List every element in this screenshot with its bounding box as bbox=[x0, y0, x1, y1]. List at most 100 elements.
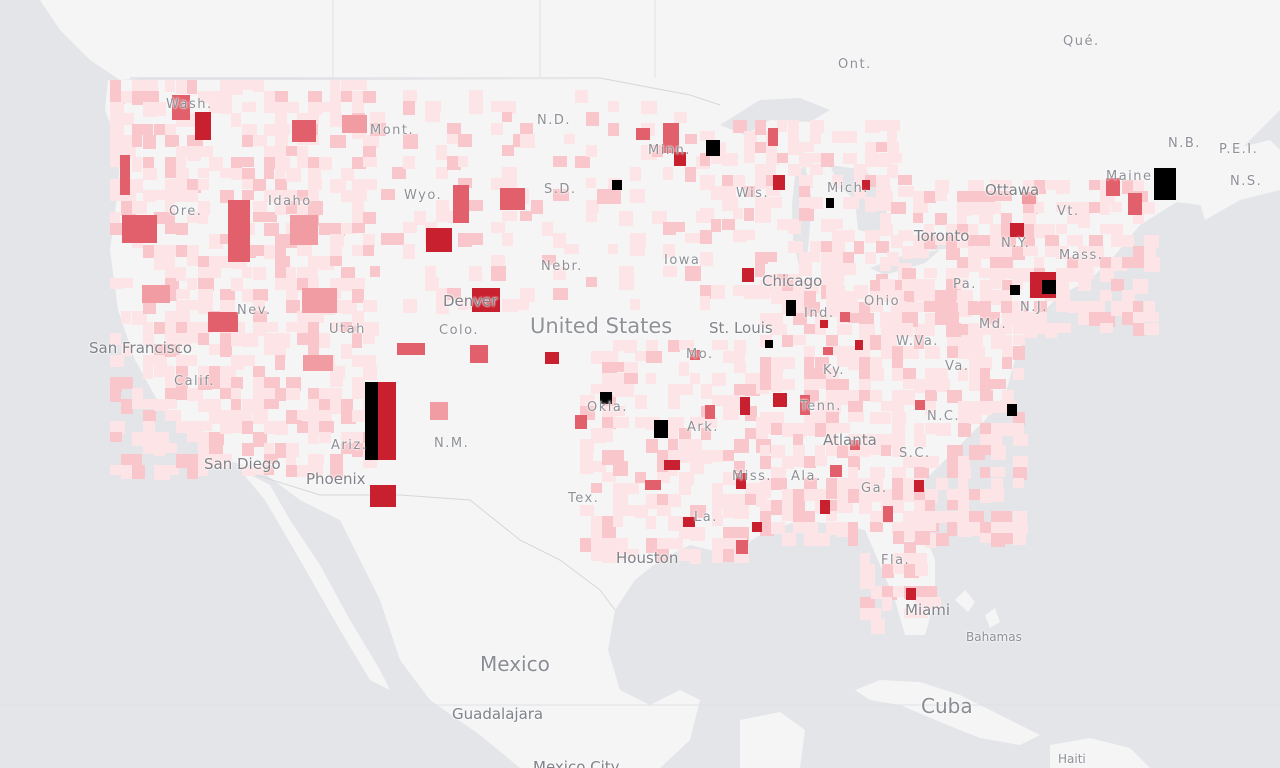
county-shape[interactable] bbox=[132, 135, 142, 147]
county-shape[interactable] bbox=[165, 322, 176, 335]
county-shape[interactable] bbox=[110, 146, 126, 157]
county-shape[interactable] bbox=[936, 511, 950, 523]
county-shape[interactable] bbox=[143, 355, 158, 366]
county-shape[interactable] bbox=[553, 189, 569, 201]
county-shape[interactable] bbox=[935, 213, 947, 225]
county-shape[interactable] bbox=[705, 405, 715, 419]
county-shape[interactable] bbox=[723, 494, 736, 507]
county-shape[interactable] bbox=[447, 156, 461, 170]
county-shape[interactable] bbox=[275, 201, 288, 215]
county-shape[interactable] bbox=[788, 219, 801, 234]
county-shape[interactable] bbox=[453, 185, 469, 223]
county-shape[interactable] bbox=[143, 432, 154, 443]
county-shape[interactable] bbox=[887, 131, 897, 143]
county-shape[interactable] bbox=[881, 291, 896, 302]
county-shape[interactable] bbox=[892, 445, 905, 457]
county-shape[interactable] bbox=[613, 406, 625, 416]
county-shape[interactable] bbox=[723, 505, 734, 518]
county-shape[interactable] bbox=[902, 279, 916, 290]
county-shape[interactable] bbox=[734, 351, 745, 362]
county-shape[interactable] bbox=[657, 450, 670, 461]
county-shape[interactable] bbox=[859, 302, 870, 315]
county-shape[interactable] bbox=[788, 131, 799, 143]
county-shape[interactable] bbox=[602, 516, 615, 528]
county-shape[interactable] bbox=[832, 252, 843, 265]
county-shape[interactable] bbox=[663, 167, 673, 180]
county-shape[interactable] bbox=[330, 113, 342, 127]
county-shape[interactable] bbox=[793, 500, 805, 513]
county-shape[interactable] bbox=[1002, 533, 1015, 544]
county-shape[interactable] bbox=[980, 368, 990, 381]
county-shape[interactable] bbox=[1078, 312, 1089, 325]
county-shape[interactable] bbox=[458, 299, 468, 310]
county-shape[interactable] bbox=[840, 312, 850, 322]
county-shape[interactable] bbox=[242, 179, 257, 189]
county-shape[interactable] bbox=[815, 412, 826, 425]
county-shape[interactable] bbox=[319, 421, 334, 433]
county-shape[interactable] bbox=[832, 219, 843, 229]
county-shape[interactable] bbox=[990, 202, 1001, 214]
county-shape[interactable] bbox=[1042, 280, 1056, 294]
county-shape[interactable] bbox=[591, 516, 607, 527]
county-shape[interactable] bbox=[154, 102, 166, 116]
county-shape[interactable] bbox=[782, 423, 796, 437]
county-shape[interactable] bbox=[755, 164, 768, 176]
county-shape[interactable] bbox=[275, 256, 290, 268]
county-shape[interactable] bbox=[646, 373, 656, 384]
county-shape[interactable] bbox=[958, 467, 971, 479]
county-shape[interactable] bbox=[1034, 224, 1048, 238]
county-shape[interactable] bbox=[198, 168, 209, 178]
county-shape[interactable] bbox=[110, 333, 121, 345]
county-shape[interactable] bbox=[760, 313, 773, 327]
county-shape[interactable] bbox=[782, 533, 796, 546]
county-shape[interactable] bbox=[690, 527, 705, 541]
county-shape[interactable] bbox=[1045, 323, 1057, 338]
county-shape[interactable] bbox=[740, 397, 750, 415]
county-shape[interactable] bbox=[352, 157, 366, 169]
county-shape[interactable] bbox=[403, 90, 417, 102]
county-shape[interactable] bbox=[843, 153, 857, 164]
county-shape[interactable] bbox=[760, 456, 771, 469]
county-shape[interactable] bbox=[635, 472, 646, 483]
county-shape[interactable] bbox=[744, 208, 754, 221]
county-shape[interactable] bbox=[286, 443, 299, 457]
county-shape[interactable] bbox=[491, 255, 505, 266]
county-shape[interactable] bbox=[760, 522, 774, 536]
county-shape[interactable] bbox=[154, 432, 169, 444]
county-shape[interactable] bbox=[990, 235, 1004, 247]
county-shape[interactable] bbox=[722, 219, 735, 230]
county-shape[interactable] bbox=[220, 289, 235, 301]
county-shape[interactable] bbox=[1045, 180, 1057, 190]
county-shape[interactable] bbox=[209, 256, 220, 267]
county-shape[interactable] bbox=[668, 384, 679, 396]
county-shape[interactable] bbox=[679, 439, 694, 450]
county-shape[interactable] bbox=[292, 120, 316, 142]
county-shape[interactable] bbox=[876, 120, 887, 131]
county-shape[interactable] bbox=[843, 252, 854, 264]
county-shape[interactable] bbox=[1078, 246, 1090, 260]
county-shape[interactable] bbox=[969, 412, 982, 424]
county-shape[interactable] bbox=[848, 445, 859, 456]
county-shape[interactable] bbox=[924, 301, 938, 312]
county-shape[interactable] bbox=[711, 285, 725, 299]
county-shape[interactable] bbox=[837, 291, 850, 302]
county-shape[interactable] bbox=[915, 531, 930, 545]
county-shape[interactable] bbox=[870, 434, 883, 445]
county-shape[interactable] bbox=[876, 142, 887, 152]
county-shape[interactable] bbox=[804, 522, 818, 533]
county-shape[interactable] bbox=[903, 390, 915, 405]
county-shape[interactable] bbox=[242, 124, 257, 135]
county-shape[interactable] bbox=[777, 153, 788, 163]
county-shape[interactable] bbox=[815, 445, 825, 459]
county-shape[interactable] bbox=[330, 465, 343, 479]
county-shape[interactable] bbox=[330, 179, 346, 193]
county-shape[interactable] bbox=[1023, 235, 1035, 246]
county-shape[interactable] bbox=[319, 223, 330, 235]
county-shape[interactable] bbox=[771, 291, 782, 304]
county-shape[interactable] bbox=[319, 333, 330, 348]
county-shape[interactable] bbox=[143, 322, 153, 335]
county-shape[interactable] bbox=[564, 244, 579, 254]
county-shape[interactable] bbox=[860, 575, 875, 589]
county-shape[interactable] bbox=[242, 80, 253, 90]
county-shape[interactable] bbox=[690, 549, 701, 564]
